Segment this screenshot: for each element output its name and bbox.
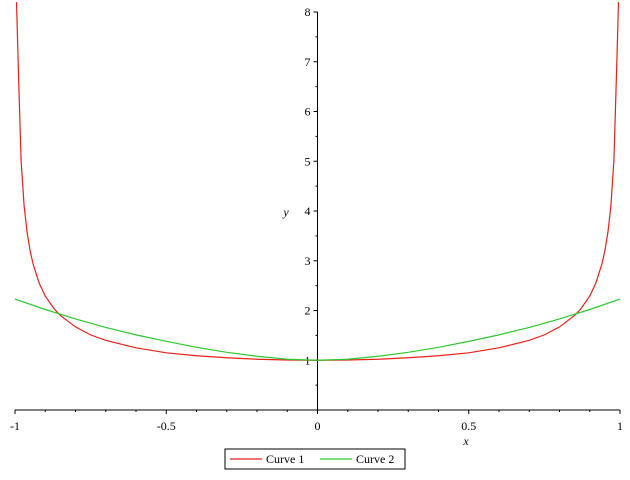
x-axis-title: x [462, 434, 469, 448]
series-line-curve-2 [14, 298, 621, 361]
y-tick-label: 6 [305, 105, 311, 119]
y-tick-label: 3 [305, 254, 311, 268]
legend-label-curve-2: Curve 2 [356, 452, 394, 466]
x-tick-label: -0.5 [157, 419, 176, 433]
y-tick-label: 7 [305, 55, 311, 69]
y-tick-label: 4 [305, 204, 311, 218]
x-tick-label: 0.5 [461, 419, 476, 433]
legend-box [224, 448, 406, 470]
y-tick-label: 5 [305, 154, 311, 168]
x-ticks: -1 -0.5 0 0.5 1 [10, 410, 623, 433]
legend: Curve 1 Curve 2 [224, 448, 406, 470]
y-tick-label: 2 [305, 304, 311, 318]
series-layer [14, 2, 621, 361]
y-tick-label: 8 [305, 5, 311, 19]
x-tick-label: -1 [10, 419, 20, 433]
x-tick-label: 1 [617, 419, 623, 433]
y-axis-title: y [282, 205, 289, 219]
x-tick-label: 0 [315, 419, 321, 433]
legend-label-curve-1: Curve 1 [266, 452, 304, 466]
